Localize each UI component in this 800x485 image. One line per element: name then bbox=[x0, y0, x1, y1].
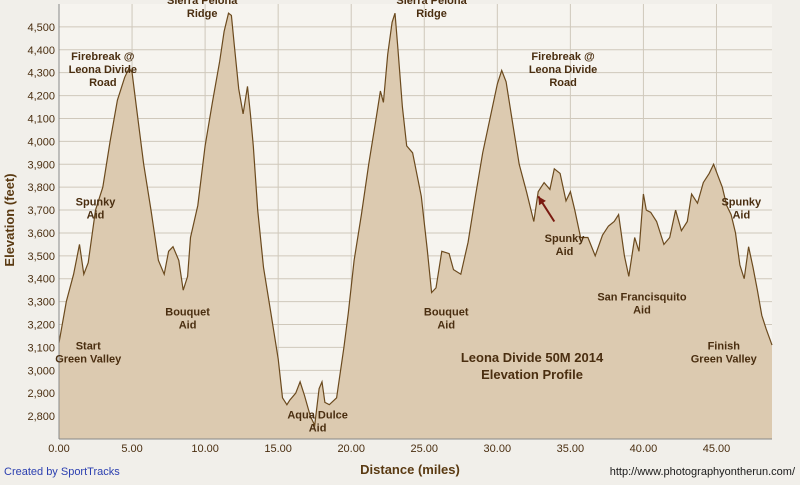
aid-station-label-line: Aqua Dulce bbox=[287, 409, 348, 421]
aid-station-label: San Francisquito Aid bbox=[597, 291, 687, 316]
aid-station-label-line: Firebreak @ bbox=[531, 51, 595, 63]
aid-station-label-line: Ridge bbox=[187, 8, 218, 20]
x-tick-label: 10.00 bbox=[191, 443, 219, 455]
aid-station-label: Sierra Pelona Ridge bbox=[396, 0, 467, 20]
x-tick-label: 45.00 bbox=[703, 443, 731, 455]
aid-station-label-line: San Francisquito bbox=[597, 291, 687, 303]
y-tick-label: 4,100 bbox=[27, 113, 55, 125]
aid-station-label-line: Green Valley bbox=[691, 354, 758, 366]
aid-station-label-line: Bouquet bbox=[424, 306, 469, 318]
y-tick-label: 3,400 bbox=[27, 274, 55, 286]
y-tick-label: 3,100 bbox=[27, 342, 55, 354]
y-tick-label: 4,000 bbox=[27, 136, 55, 148]
aid-station-label-line: Aid bbox=[309, 422, 327, 434]
aid-station-label-line: Road bbox=[89, 77, 117, 89]
aid-station-label: Spunky Aid bbox=[721, 196, 762, 221]
y-tick-label: 3,200 bbox=[27, 320, 55, 332]
x-tick-label: 35.00 bbox=[557, 443, 585, 455]
y-tick-label: 4,500 bbox=[27, 22, 55, 34]
x-tick-label: 25.00 bbox=[411, 443, 439, 455]
aid-station-label: Spunky Aid bbox=[545, 233, 586, 258]
y-tick-label: 4,300 bbox=[27, 68, 55, 80]
aid-station-label-line: Start bbox=[76, 341, 101, 353]
y-tick-label: 2,900 bbox=[27, 388, 55, 400]
x-tick-label: 0.00 bbox=[48, 443, 69, 455]
y-tick-label: 3,800 bbox=[27, 182, 55, 194]
aid-station-label: Firebreak @ Leona Divide Road bbox=[529, 51, 597, 89]
aid-station-label-line: Spunky bbox=[545, 233, 586, 245]
chart-subtitle: Elevation Profile bbox=[481, 367, 583, 382]
y-tick-label: 3,700 bbox=[27, 205, 55, 217]
x-tick-label: 30.00 bbox=[484, 443, 512, 455]
elevation-line bbox=[58, 12, 773, 428]
aid-station-label-line: Aid bbox=[437, 319, 455, 331]
x-tick-label: 20.00 bbox=[337, 443, 365, 455]
aid-station-label: Aqua Dulce Aid bbox=[287, 409, 348, 434]
y-tick-label: 4,200 bbox=[27, 91, 55, 103]
y-tick-label: 4,400 bbox=[27, 45, 55, 57]
aid-station-label-line: Spunky bbox=[76, 196, 117, 208]
aid-station-label: Sierra Pelona Ridge bbox=[167, 0, 238, 20]
aid-station-label: Spunky Aid bbox=[76, 196, 117, 221]
aid-station-label-line: Green Valley bbox=[55, 354, 122, 366]
credit-link[interactable]: Created by SportTracks bbox=[4, 466, 120, 478]
y-tick-label: 3,600 bbox=[27, 228, 55, 240]
aid-station-label-line: Aid bbox=[179, 319, 197, 331]
elevation-fill bbox=[59, 13, 772, 439]
aid-station-label-line: Aid bbox=[556, 246, 574, 258]
aid-station-label: Bouquet Aid bbox=[424, 306, 469, 331]
chart-title: Leona Divide 50M 2014 bbox=[461, 350, 604, 365]
pointer-arrow-head bbox=[538, 196, 546, 206]
aid-station-label: Finish Green Valley bbox=[691, 341, 758, 366]
axes: 2,800 2,900 3,000 3,100 3,200 3,300 3,400 3,500… bbox=[27, 4, 772, 455]
aid-station-label-line: Aid bbox=[633, 304, 651, 316]
aid-station-label-line: Sierra Pelona bbox=[396, 0, 467, 7]
y-tick-label: 3,300 bbox=[27, 297, 55, 309]
y-axis-title: Elevation (feet) bbox=[2, 173, 17, 266]
x-axis-title: Distance (miles) bbox=[360, 462, 460, 477]
aid-station-label-line: Leona Divide bbox=[529, 64, 597, 76]
elevation-area bbox=[58, 12, 773, 439]
aid-station-label-line: Road bbox=[549, 77, 577, 89]
aid-station-label: Start Green Valley bbox=[55, 341, 122, 366]
aid-station-label-line: Finish bbox=[708, 341, 741, 353]
y-tick-label: 3,500 bbox=[27, 251, 55, 263]
aid-station-label-line: Spunky bbox=[721, 196, 762, 208]
website-link[interactable]: http://www.photographyontherun.com/ bbox=[610, 466, 796, 478]
x-tick-label: 15.00 bbox=[264, 443, 292, 455]
aid-station-label-line: Aid bbox=[732, 209, 750, 221]
aid-station-label-line: Aid bbox=[87, 209, 105, 221]
x-tick-label: 40.00 bbox=[630, 443, 658, 455]
y-tick-label: 2,800 bbox=[27, 411, 55, 423]
aid-station-label: Firebreak @ Leona Divide Road bbox=[69, 51, 137, 89]
aid-station-label-line: Ridge bbox=[416, 8, 447, 20]
aid-station-label-line: Leona Divide bbox=[69, 64, 137, 76]
aid-station-label: Bouquet Aid bbox=[165, 306, 210, 331]
x-tick-label: 5.00 bbox=[121, 443, 142, 455]
aid-station-label-line: Firebreak @ bbox=[71, 51, 135, 63]
aid-station-label-line: Sierra Pelona bbox=[167, 0, 238, 7]
y-tick-label: 3,900 bbox=[27, 159, 55, 171]
aid-station-label-line: Bouquet bbox=[165, 306, 210, 318]
y-tick-label: 3,000 bbox=[27, 365, 55, 377]
